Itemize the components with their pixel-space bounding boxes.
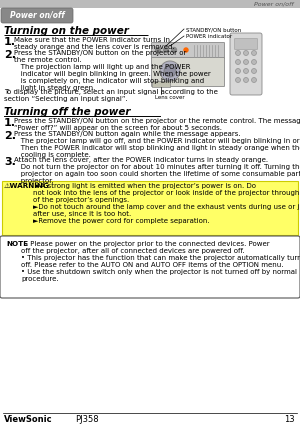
Circle shape bbox=[236, 69, 241, 74]
Text: 2.: 2. bbox=[4, 50, 16, 60]
Circle shape bbox=[251, 60, 256, 64]
Text: Turning on the power: Turning on the power bbox=[4, 26, 129, 36]
Circle shape bbox=[236, 60, 241, 64]
Text: ViewSonic: ViewSonic bbox=[4, 415, 52, 424]
FancyBboxPatch shape bbox=[148, 25, 296, 105]
FancyBboxPatch shape bbox=[2, 181, 298, 235]
Text: Turning off the power: Turning off the power bbox=[4, 107, 130, 117]
FancyBboxPatch shape bbox=[0, 236, 300, 298]
FancyBboxPatch shape bbox=[152, 43, 224, 58]
Circle shape bbox=[244, 69, 248, 74]
Text: Press the STANDBY/ON button on the projector or the remote control. The message
: Press the STANDBY/ON button on the proje… bbox=[14, 118, 300, 131]
Text: Press the STANDBY/ON button on the projector or
the remote control.
   The proje: Press the STANDBY/ON button on the proje… bbox=[14, 50, 211, 91]
FancyBboxPatch shape bbox=[1, 8, 73, 23]
FancyBboxPatch shape bbox=[235, 38, 257, 49]
Text: Power on/off: Power on/off bbox=[254, 2, 294, 6]
Circle shape bbox=[251, 51, 256, 55]
FancyBboxPatch shape bbox=[152, 58, 224, 86]
Text: Lens cover: Lens cover bbox=[155, 95, 185, 100]
Text: ►A strong light is emitted when the projector’s power is on. Do
not look into th: ►A strong light is emitted when the proj… bbox=[33, 183, 300, 224]
Circle shape bbox=[251, 69, 256, 74]
Circle shape bbox=[251, 78, 256, 83]
Text: PJ358: PJ358 bbox=[75, 415, 99, 424]
FancyBboxPatch shape bbox=[152, 81, 170, 87]
Text: ⚠WARNING: ⚠WARNING bbox=[4, 183, 50, 189]
Text: 1.: 1. bbox=[4, 37, 16, 47]
Circle shape bbox=[160, 61, 180, 81]
Text: - Please power on the projector prior to the connected devices. Power
off the pr: - Please power on the projector prior to… bbox=[21, 241, 300, 282]
Circle shape bbox=[172, 48, 176, 52]
Circle shape bbox=[164, 65, 176, 77]
Text: Power on/off: Power on/off bbox=[10, 11, 64, 20]
Circle shape bbox=[236, 51, 241, 55]
Circle shape bbox=[244, 78, 248, 83]
Text: POWER indicator: POWER indicator bbox=[186, 34, 232, 39]
Text: 1.: 1. bbox=[4, 118, 16, 128]
Circle shape bbox=[164, 48, 169, 52]
FancyBboxPatch shape bbox=[230, 33, 262, 95]
Text: 2.: 2. bbox=[4, 131, 16, 141]
Circle shape bbox=[244, 60, 248, 64]
FancyBboxPatch shape bbox=[0, 0, 300, 8]
Text: NOTE: NOTE bbox=[6, 241, 28, 247]
Text: Make sure that the POWER indicator turns in
steady orange and the lens cover is : Make sure that the POWER indicator turns… bbox=[14, 37, 175, 50]
Text: 13: 13 bbox=[284, 415, 295, 424]
Text: Press the STANDBY/ON button again while the message appears.
   The projector la: Press the STANDBY/ON button again while … bbox=[14, 131, 300, 158]
Circle shape bbox=[236, 78, 241, 83]
Circle shape bbox=[184, 48, 188, 52]
Text: To display the picture, select an input signal according to the
section “Selecti: To display the picture, select an input … bbox=[4, 89, 218, 102]
Circle shape bbox=[155, 48, 160, 52]
Text: Attach the lens cover, after the POWER indicator turns in steady orange.
   Do n: Attach the lens cover, after the POWER i… bbox=[14, 157, 300, 184]
Circle shape bbox=[244, 51, 248, 55]
Text: STANDBY/ON button: STANDBY/ON button bbox=[186, 27, 241, 32]
Text: 3.: 3. bbox=[4, 157, 16, 167]
